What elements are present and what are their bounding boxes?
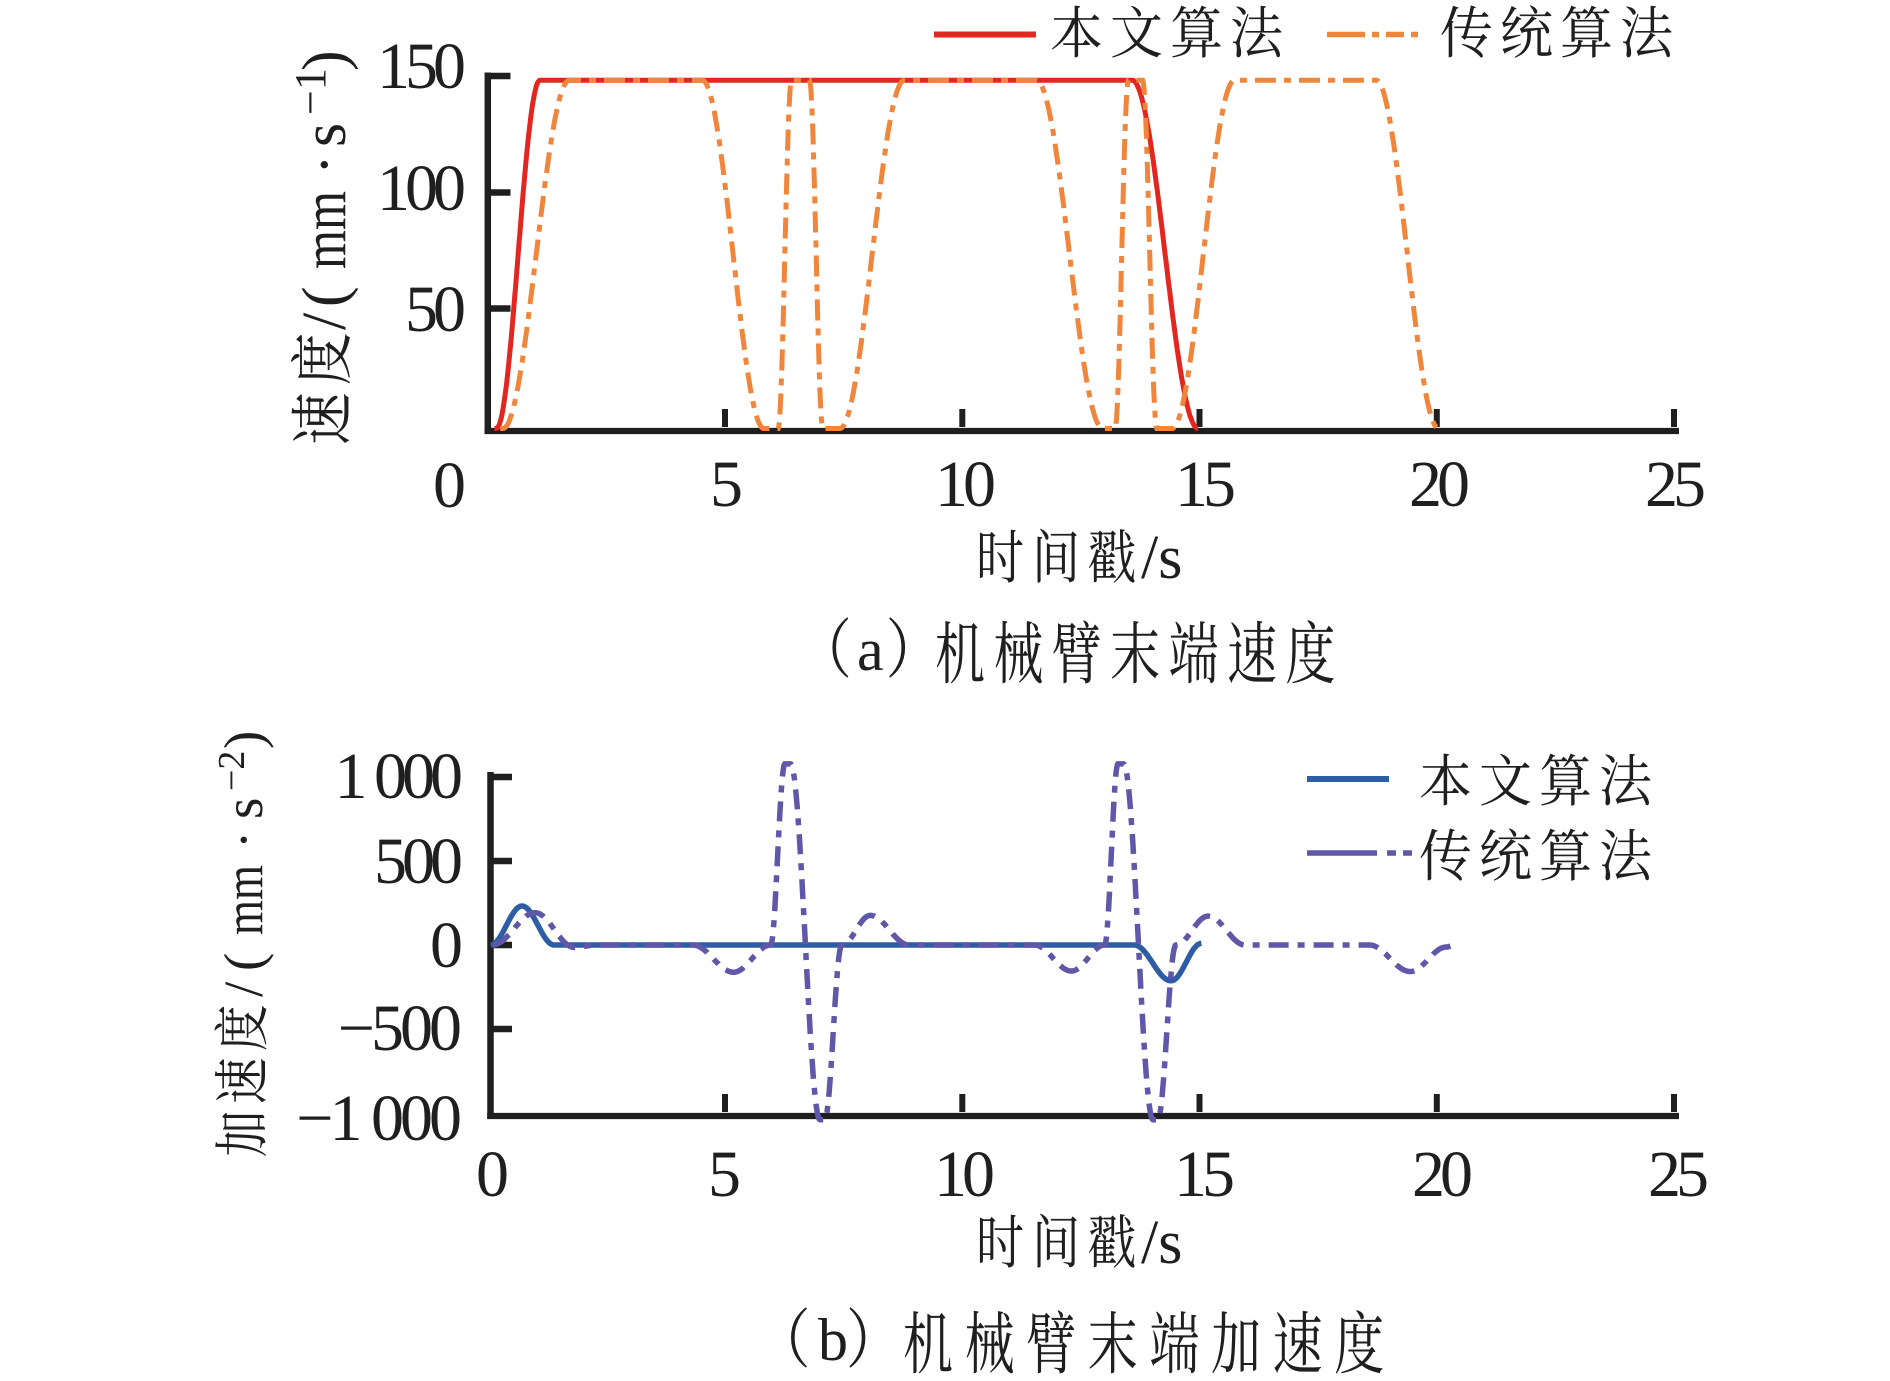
- svg-text:/: /: [213, 981, 274, 997]
- svg-text:/: /: [291, 312, 359, 330]
- svg-text:mm: mm: [291, 191, 359, 269]
- svg-text:0: 0: [430, 909, 461, 982]
- svg-text:b: b: [818, 1307, 848, 1373]
- svg-text:1 000: 1 000: [335, 740, 462, 813]
- svg-text:s: s: [213, 798, 274, 819]
- svg-text:0: 0: [476, 1138, 507, 1211]
- svg-text:−2: −2: [211, 751, 253, 791]
- svg-text:25: 25: [1645, 448, 1704, 521]
- svg-text:(: (: [291, 286, 359, 307]
- svg-text:): ): [213, 731, 274, 749]
- svg-text:a: a: [857, 617, 884, 683]
- svg-text:·: ·: [291, 154, 359, 175]
- svg-text:): ): [291, 50, 359, 71]
- svg-text:20: 20: [1409, 448, 1468, 521]
- svg-text:s: s: [291, 123, 359, 147]
- svg-text:−1 000: −1 000: [296, 1082, 460, 1155]
- svg-text:·: ·: [213, 831, 274, 849]
- svg-text:mm: mm: [213, 865, 274, 935]
- svg-text:5: 5: [710, 448, 741, 521]
- svg-text:50: 50: [405, 273, 464, 346]
- svg-text:−1: −1: [286, 68, 335, 115]
- svg-text:/s: /s: [1141, 1209, 1182, 1277]
- svg-text:−500: −500: [338, 992, 460, 1065]
- svg-text:10: 10: [934, 1138, 993, 1211]
- svg-text:10: 10: [935, 448, 994, 521]
- svg-text:15: 15: [1174, 1138, 1233, 1211]
- svg-text:100: 100: [377, 152, 464, 225]
- svg-text:5: 5: [708, 1138, 739, 1211]
- svg-text:25: 25: [1648, 1138, 1707, 1211]
- svg-text:(: (: [213, 953, 274, 971]
- svg-text:20: 20: [1412, 1138, 1471, 1211]
- svg-text:15: 15: [1175, 448, 1234, 521]
- svg-text:500: 500: [374, 825, 461, 898]
- svg-text:0: 0: [433, 449, 464, 522]
- svg-text:150: 150: [377, 30, 464, 103]
- svg-text:/s: /s: [1141, 524, 1182, 592]
